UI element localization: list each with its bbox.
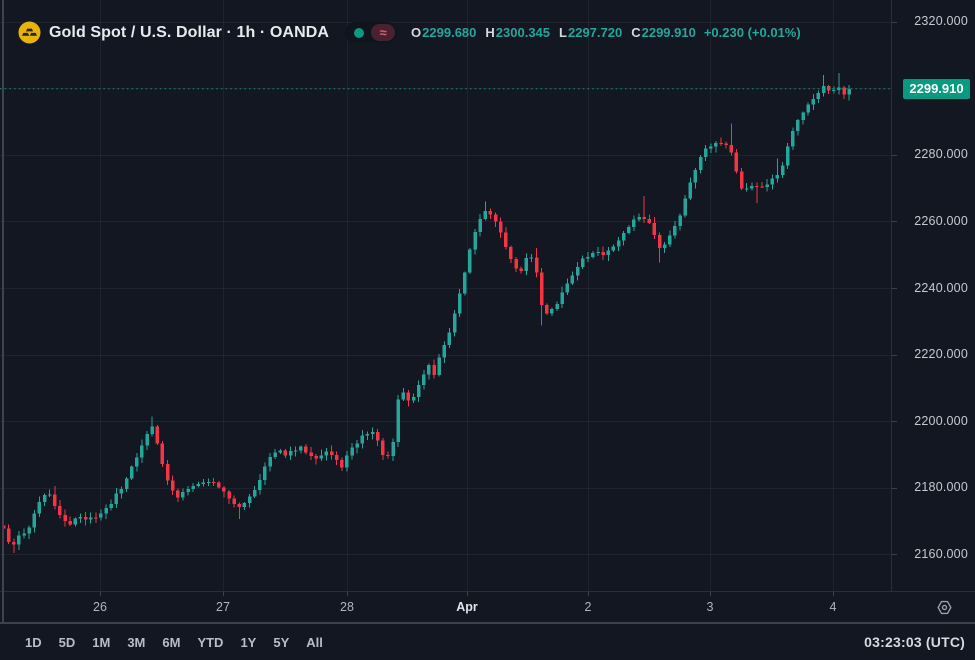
symbol-title[interactable]: Gold Spot / U.S. Dollar · 1h · OANDA xyxy=(49,23,330,41)
clock-utc[interactable]: 03:23:03 (UTC) xyxy=(864,634,965,650)
range-button-5y[interactable]: 5Y xyxy=(273,634,290,650)
close-value: 2299.910 xyxy=(641,25,696,40)
range-button-6m[interactable]: 6M xyxy=(162,634,181,650)
range-button-1y[interactable]: 1Y xyxy=(240,634,257,650)
open-value: 2299.680 xyxy=(422,25,477,40)
high-label: H xyxy=(485,25,495,40)
price-axis-label: 2180.000 xyxy=(914,480,968,495)
price-axis-tick xyxy=(892,221,897,223)
price-axis-label: 2260.000 xyxy=(914,213,968,228)
range-button-ytd[interactable]: YTD xyxy=(197,634,224,650)
time-axis-tick xyxy=(347,592,348,596)
price-axis-tick xyxy=(892,354,897,356)
time-axis-label: 28 xyxy=(340,600,354,614)
range-button-5d[interactable]: 5D xyxy=(58,634,76,650)
range-button-all[interactable]: All xyxy=(306,634,323,650)
market-status-pill[interactable]: ≈ xyxy=(345,22,398,43)
low-value: 2297.720 xyxy=(567,25,623,40)
time-axis-label: 26 xyxy=(93,600,107,614)
last-price-label: 2299.910 xyxy=(903,78,970,99)
price-axis-label: 2200.000 xyxy=(914,413,968,428)
time-axis-tick xyxy=(588,592,589,596)
time-axis-tick xyxy=(223,592,224,596)
gold-symbol-icon xyxy=(18,21,41,44)
price-axis-tick xyxy=(892,21,897,23)
open-label: O xyxy=(411,25,422,40)
range-button-1m[interactable]: 1M xyxy=(92,634,111,650)
low-label: L xyxy=(559,25,567,40)
approx-data-icon: ≈ xyxy=(371,24,396,41)
candlestick-series xyxy=(1,72,851,554)
high-value: 2300.345 xyxy=(495,25,551,40)
time-axis-tick xyxy=(833,592,834,596)
time-axis-label: 4 xyxy=(829,600,837,614)
chart-pane[interactable] xyxy=(0,0,891,591)
market-open-dot-icon xyxy=(354,27,365,38)
price-axis-tick xyxy=(892,154,897,156)
price-axis-tick xyxy=(892,288,897,290)
range-button-3m[interactable]: 3M xyxy=(127,634,146,650)
price-axis-label: 2280.000 xyxy=(914,147,968,162)
price-axis[interactable]: 2299.910 2320.000 2280.000 2260.000 2240.00… xyxy=(891,0,975,591)
chart-legend: Gold Spot / U.S. Dollar · 1h · OANDA ≈ O… xyxy=(18,21,801,44)
time-axis[interactable]: 26 27 28 Apr 2 3 4 xyxy=(0,591,975,622)
price-axis-label: 2320.000 xyxy=(914,14,968,29)
time-axis-tick xyxy=(467,592,468,596)
change-value: +0.230 (+0.01%) xyxy=(703,25,801,40)
ohlc-readout: O 2299.680 H 2300.345 L 2297.720 C 2299.910 … xyxy=(411,25,801,40)
date-range-switcher: 1D 5D 1M 3M 6M YTD 1Y 5Y All xyxy=(24,633,324,652)
time-axis-label: Apr xyxy=(456,600,478,614)
bottom-toolbar: 1D 5D 1M 3M 6M YTD 1Y 5Y All 03:23:03 (UTC) xyxy=(0,622,975,660)
time-axis-label: 27 xyxy=(216,600,230,614)
last-price-text: 2299.910 xyxy=(909,81,964,97)
time-axis-tick xyxy=(710,592,711,596)
time-axis-label: 2 xyxy=(584,600,592,614)
price-axis-label: 2240.000 xyxy=(914,280,968,295)
candlestick-chart xyxy=(0,0,891,591)
price-axis-tick xyxy=(892,421,897,423)
time-axis-label: 3 xyxy=(706,600,714,614)
price-axis-label: 2160.000 xyxy=(914,546,968,561)
range-button-1d[interactable]: 1D xyxy=(25,634,42,650)
price-axis-tick xyxy=(892,487,897,489)
grid-lines xyxy=(0,0,891,591)
axis-settings-icon[interactable] xyxy=(935,598,954,617)
pane-left-frame xyxy=(2,0,4,622)
time-axis-tick xyxy=(100,592,101,596)
price-axis-label: 2220.000 xyxy=(914,347,968,362)
price-axis-tick xyxy=(892,554,897,556)
close-label: C xyxy=(631,25,641,40)
